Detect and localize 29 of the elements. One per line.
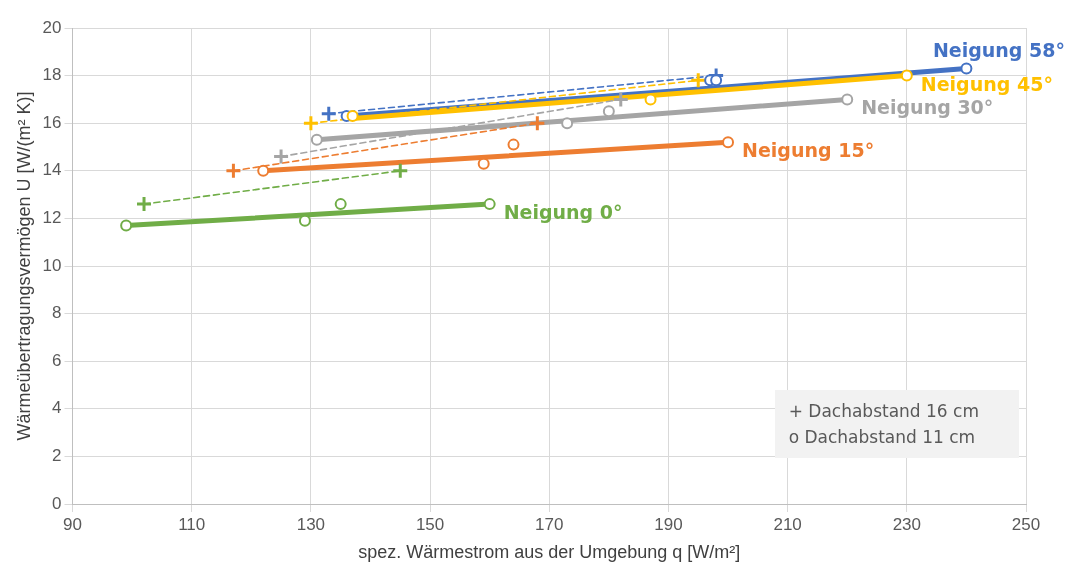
- y-tick-label: 0: [52, 493, 62, 513]
- x-tick-label: 150: [415, 514, 445, 534]
- x-tick-label: 190: [654, 514, 683, 534]
- series-label: Neigung 15°: [742, 139, 875, 162]
- series-label: Neigung 0°: [503, 201, 623, 224]
- y-tick-label: 16: [42, 112, 62, 132]
- y-axis-title: Wärmeübertragungsvermögen U [W/(m² K)]: [13, 91, 34, 441]
- x-tick-label: 130: [296, 514, 326, 534]
- y-tick-label: 12: [42, 208, 62, 228]
- x-axis-title: spez. Wärmestrom aus der Umgebung q [W/m²]: [358, 542, 741, 563]
- annotation: o Dachabstand 11 cm: [788, 426, 977, 449]
- x-tick-label: 210: [773, 514, 802, 534]
- y-tick-label: 6: [52, 350, 62, 370]
- x-tick-label: 90: [63, 514, 82, 534]
- annotation: + Dachabstand 16 cm: [788, 400, 979, 423]
- series-label: Neigung 30°: [861, 96, 994, 119]
- y-tick-label: 18: [42, 65, 62, 85]
- y-tick-label: 8: [52, 303, 62, 323]
- y-tick-label: 2: [52, 446, 62, 466]
- x-tick-label: 110: [178, 514, 206, 534]
- series-label: Neigung 45°: [920, 72, 1053, 95]
- x-tick-label: 250: [1011, 514, 1041, 534]
- x-tick-label: 230: [892, 514, 921, 534]
- y-tick-label: 4: [52, 398, 62, 418]
- series-label: Neigung 58°: [932, 39, 1065, 62]
- y-tick-label: 10: [42, 255, 62, 275]
- y-tick-label: 20: [42, 17, 62, 37]
- x-tick-label: 170: [535, 514, 564, 534]
- y-tick-label: 14: [42, 160, 62, 180]
